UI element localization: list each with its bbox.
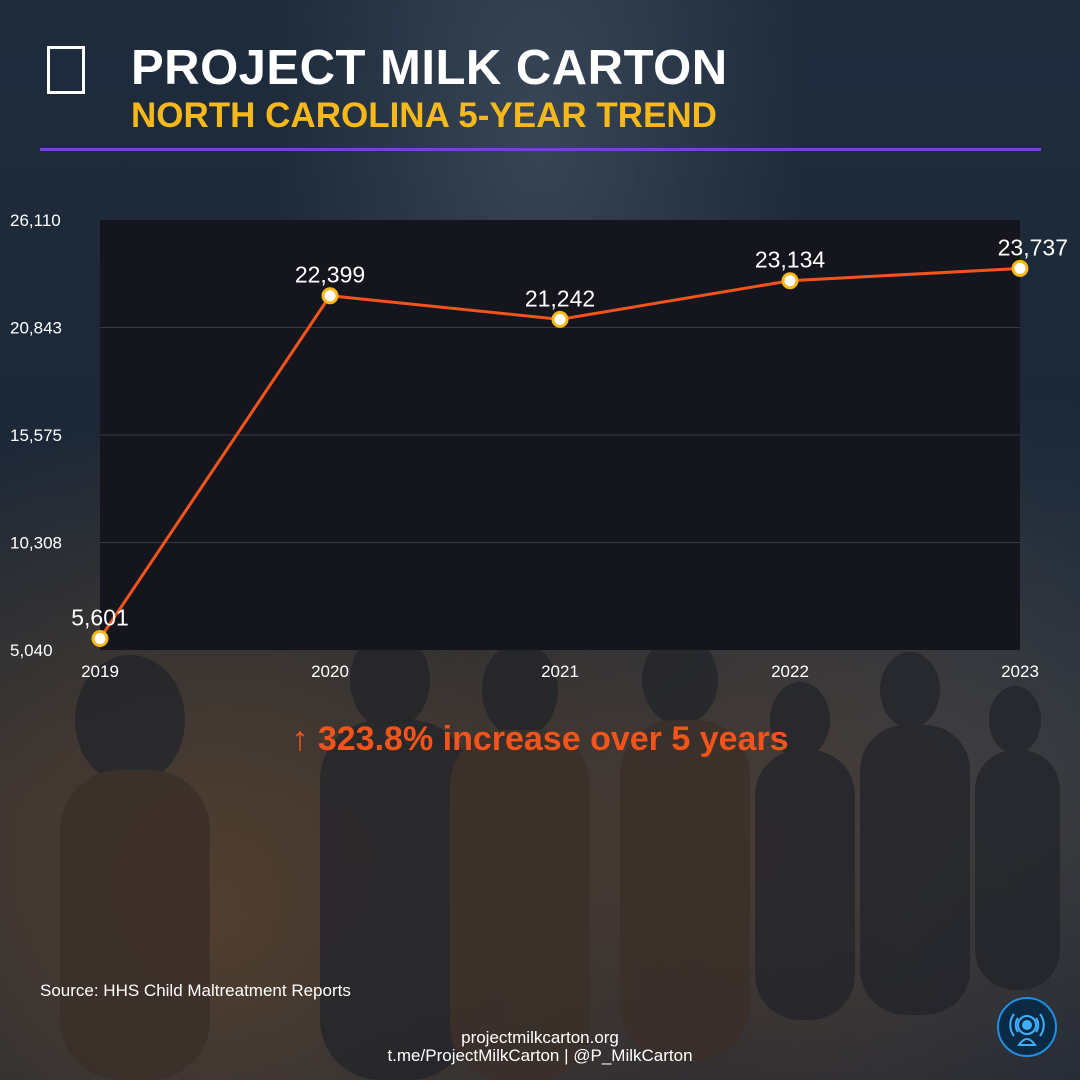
data-label: 23,134 bbox=[755, 247, 826, 273]
data-point bbox=[1011, 259, 1029, 277]
data-label: 22,399 bbox=[295, 262, 365, 288]
page-title: PROJECT MILK CARTON bbox=[131, 41, 728, 95]
y-tick-label: 10,308 bbox=[10, 533, 62, 552]
footer-website[interactable]: projectmilkcarton.org bbox=[461, 1028, 619, 1047]
x-tick-label: 2022 bbox=[771, 662, 809, 681]
y-tick-label: 5,040 bbox=[10, 641, 53, 660]
broadcast-icon bbox=[1009, 1013, 1045, 1046]
source-note: Source: HHS Child Maltreatment Reports bbox=[40, 981, 351, 1000]
data-point bbox=[551, 310, 569, 328]
page-subtitle: NORTH CAROLINA 5-YEAR TREND bbox=[131, 96, 717, 135]
footer-social[interactable]: t.me/ProjectMilkCarton | @P_MilkCarton bbox=[387, 1046, 693, 1065]
data-point bbox=[321, 287, 339, 305]
line-chart: 5,040 10,308 15,575 20,843 26,110 2019 2020 202… bbox=[10, 211, 1068, 681]
x-tick-label: 2021 bbox=[541, 662, 579, 681]
increase-summary: ↑ 323.8% increase over 5 years bbox=[291, 720, 789, 758]
y-tick-label: 20,843 bbox=[10, 318, 62, 337]
x-tick-label: 2023 bbox=[1001, 662, 1039, 681]
x-tick-label: 2019 bbox=[81, 662, 119, 681]
data-label: 23,737 bbox=[998, 234, 1068, 260]
broadcast-badge bbox=[997, 997, 1057, 1057]
milk-carton-icon bbox=[47, 46, 85, 94]
background-crowd-silhouettes bbox=[60, 640, 1060, 1080]
y-tick-label: 26,110 bbox=[10, 211, 61, 230]
x-tick-label: 2020 bbox=[311, 662, 349, 681]
data-label: 21,242 bbox=[525, 285, 595, 311]
header-divider bbox=[40, 148, 1041, 151]
data-point bbox=[781, 272, 799, 290]
y-tick-label: 15,575 bbox=[10, 426, 62, 445]
data-label: 5,601 bbox=[71, 605, 129, 631]
data-point bbox=[91, 630, 109, 648]
footer: projectmilkcarton.org t.me/ProjectMilkCa… bbox=[0, 1029, 1080, 1065]
